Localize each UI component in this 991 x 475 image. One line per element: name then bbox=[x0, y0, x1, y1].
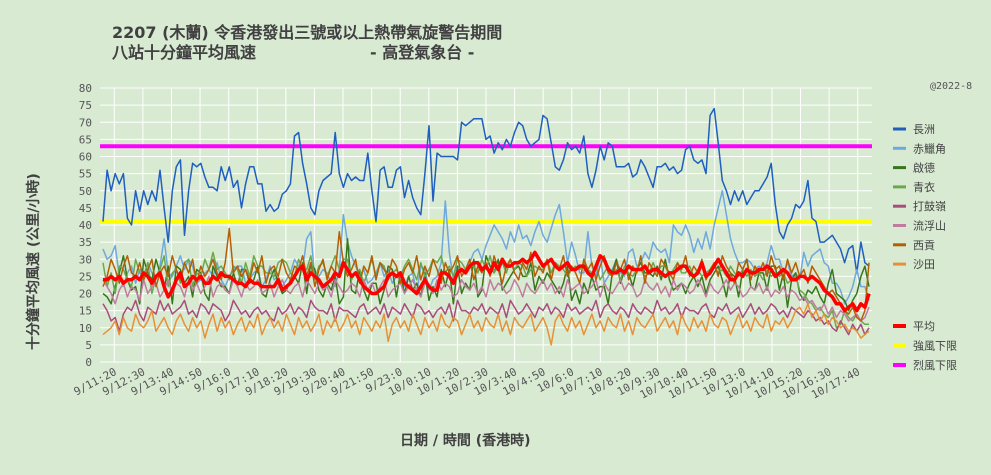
y-tick-label: 75 bbox=[79, 99, 92, 112]
y-tick-label: 0 bbox=[85, 356, 92, 369]
y-tick-label: 30 bbox=[79, 253, 92, 266]
y-tick-label: 40 bbox=[79, 219, 92, 232]
series-line bbox=[102, 107, 870, 274]
x-axis: 9/11:209/12:309/13:409/14:509/16:09/17:1… bbox=[72, 365, 862, 401]
legend-label: 沙田 bbox=[913, 258, 935, 271]
y-tick-label: 55 bbox=[79, 168, 92, 181]
legend-label: 青衣 bbox=[913, 180, 935, 194]
threshold-layer bbox=[100, 144, 872, 224]
chart-title-line1: 2207 (木蘭) 令香港發出三號或以上熱帶氣旋警告期間 bbox=[112, 23, 502, 42]
legend-label: 長洲 bbox=[913, 123, 935, 136]
legend-label: 烈風下限 bbox=[913, 358, 957, 372]
y-tick-label: 70 bbox=[79, 116, 92, 129]
copyright-text: @2022-8 bbox=[930, 81, 972, 92]
legend-label: 西貢 bbox=[913, 239, 935, 252]
y-tick-label: 35 bbox=[79, 236, 92, 249]
y-tick-label: 25 bbox=[79, 270, 92, 283]
series-line bbox=[102, 227, 870, 322]
x-axis-label: 日期 / 時間 (香港時) bbox=[400, 432, 531, 449]
legend-label: 打鼓嶺 bbox=[913, 199, 946, 213]
y-tick-label: 20 bbox=[79, 288, 92, 301]
y-tick-label: 15 bbox=[79, 305, 92, 318]
series-line bbox=[103, 250, 871, 313]
y-axis-label: 十分鐘平均風速 (公里/小時) bbox=[25, 173, 42, 350]
legend-label: 啟德 bbox=[913, 161, 935, 175]
y-tick-label: 5 bbox=[85, 339, 92, 352]
y-tick-label: 50 bbox=[79, 185, 92, 198]
y-tick-label: 80 bbox=[79, 82, 92, 95]
series-line bbox=[102, 303, 870, 346]
chart-title-line2: 八站十分鐘平均風速 bbox=[111, 43, 256, 62]
series-line bbox=[102, 251, 869, 329]
legend-label: 流浮山 bbox=[913, 219, 946, 233]
y-tick-label: 60 bbox=[79, 151, 92, 164]
series-line bbox=[102, 275, 870, 322]
y-tick-label: 65 bbox=[79, 133, 92, 146]
legend-label: 平均 bbox=[913, 320, 935, 333]
y-tick-label: 10 bbox=[79, 322, 92, 335]
legend-label: 赤鱲角 bbox=[913, 142, 946, 155]
series-line bbox=[102, 299, 870, 336]
y-axis: 0 5 10 15 20 25 30 35 40 45 50 55 60 65 70 75 80 bbox=[79, 82, 92, 369]
y-tick-label: 45 bbox=[79, 202, 92, 215]
series-layer bbox=[102, 107, 871, 346]
legend-label: 強風下限 bbox=[913, 340, 957, 353]
chart-title-source: - 高登氣象台 - bbox=[370, 43, 474, 62]
